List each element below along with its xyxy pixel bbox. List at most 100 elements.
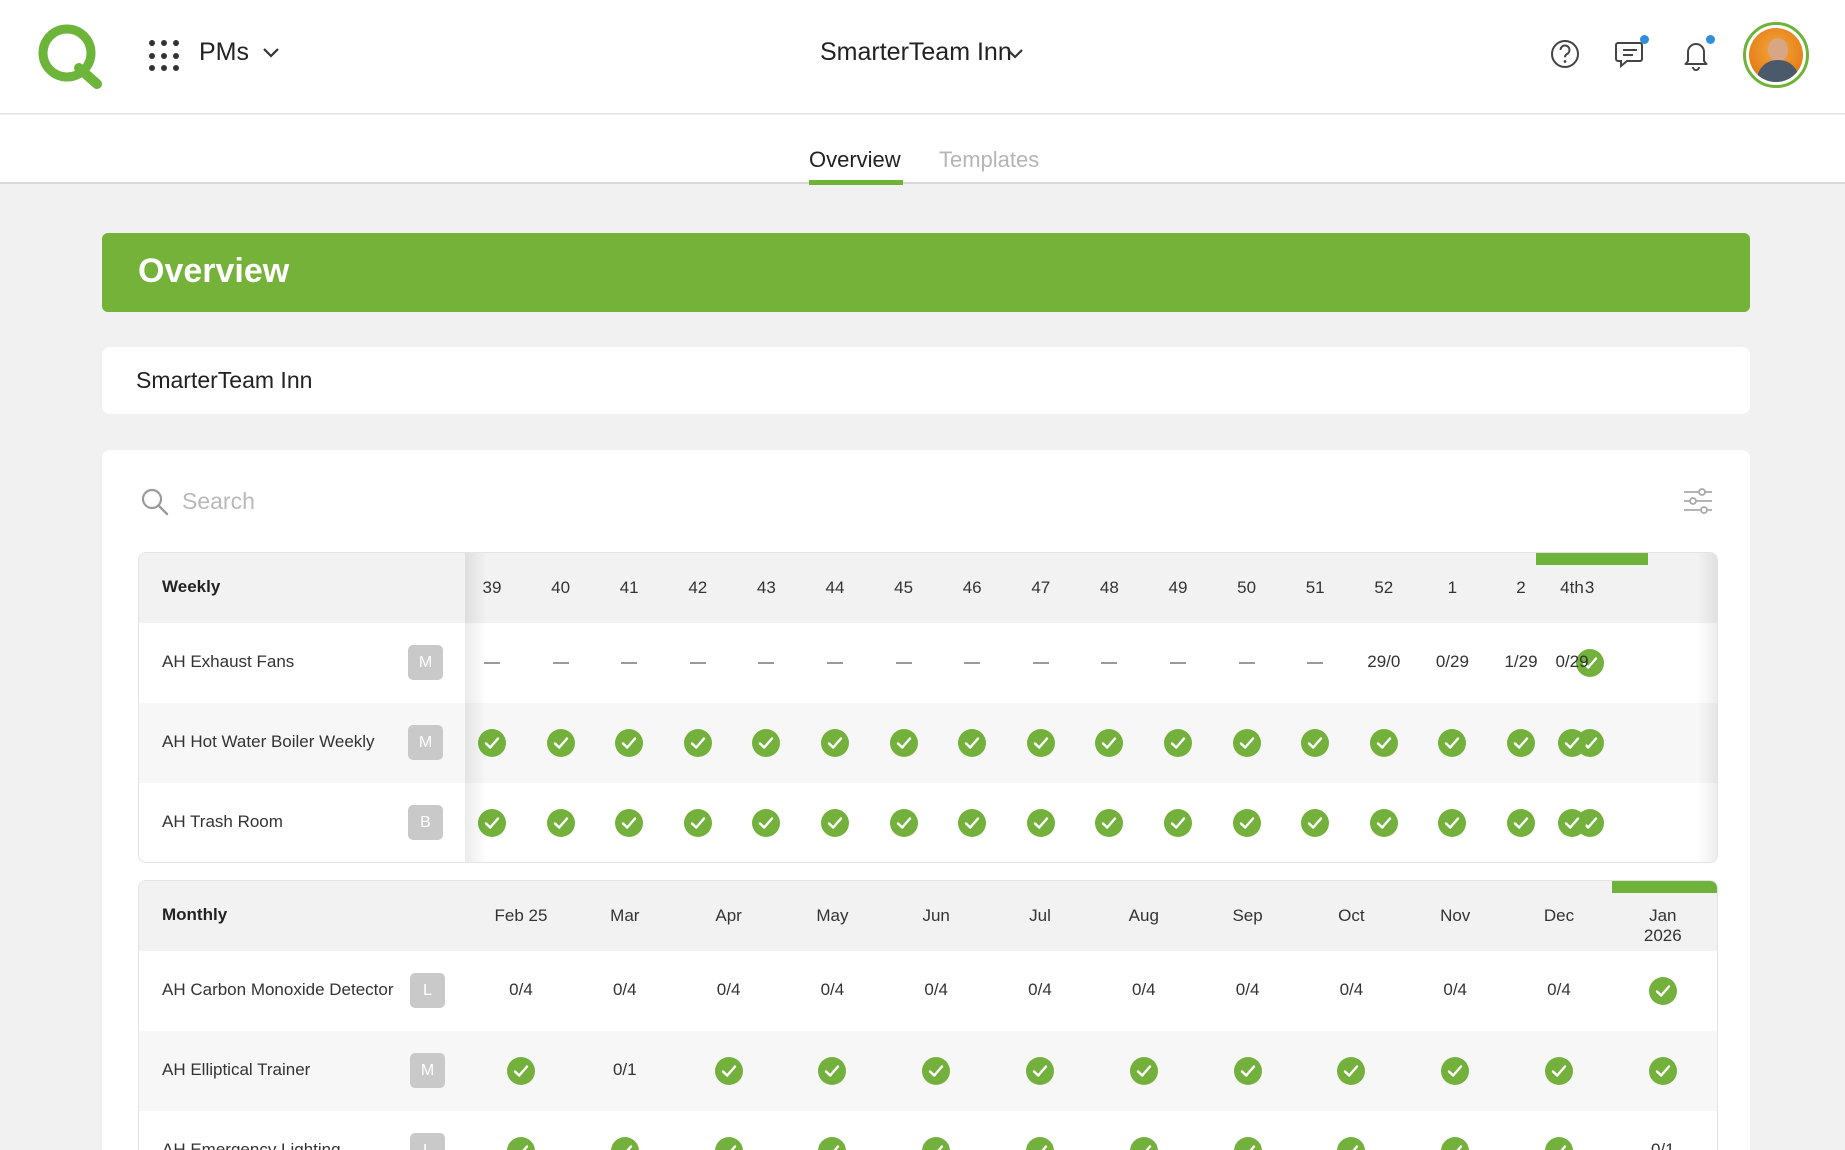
check-icon[interactable] [1545,1137,1573,1150]
check-icon[interactable] [1369,729,1398,757]
tab-templates[interactable]: Templates [939,147,1040,172]
completion-count[interactable]: 0/4 [716,980,741,999]
check-icon[interactable] [1164,729,1192,757]
check-icon[interactable] [615,809,644,837]
check-icon[interactable] [1575,649,1604,677]
check-icon[interactable] [1026,729,1055,757]
check-icon[interactable] [478,809,506,837]
check-icon[interactable] [818,1137,847,1150]
module-switcher[interactable]: PMs [199,38,249,66]
check-icon[interactable] [922,1057,951,1085]
chat-icon[interactable] [1613,35,1649,72]
bell-icon[interactable] [1679,35,1715,72]
table-row[interactable]: AH Emergency Lighting L 0/1 [139,1111,1717,1150]
chevron-down-icon[interactable] [262,47,280,59]
property-selector[interactable]: SmarterTeam Inn [820,38,1012,66]
check-icon[interactable] [1441,1057,1470,1085]
table-row[interactable]: AH Exhaust Fans M 29/0 0/29 1/29 0/29 [139,623,1717,703]
completion-count[interactable]: 0/4 [1235,980,1260,999]
completion-count[interactable]: 0/4 [1339,980,1364,999]
completion-count[interactable]: 0/4 [612,980,637,999]
avatar[interactable] [1743,22,1809,88]
check-icon[interactable] [546,729,575,757]
pm-task-name[interactable]: AH Carbon Monoxide Detector [162,980,394,999]
check-icon[interactable] [1648,977,1677,1005]
check-icon[interactable] [958,809,987,837]
check-icon[interactable] [1558,729,1586,757]
completion-count[interactable]: 0/29 [1435,652,1469,671]
table-row[interactable]: AH Carbon Monoxide Detector L 0/4 0/4 0/4 0/4… [139,951,1717,1031]
check-icon[interactable] [507,1057,535,1085]
completion-count[interactable]: 29/0 [1367,652,1401,671]
check-icon[interactable] [610,1137,639,1150]
check-icon[interactable] [818,1057,847,1085]
help-icon[interactable] [1548,36,1582,72]
check-icon[interactable] [1438,809,1467,837]
completion-count[interactable]: 0/4 [1131,980,1156,999]
check-icon[interactable] [752,729,781,757]
completion-count[interactable]: 1/29 [1504,652,1538,671]
check-icon[interactable] [1507,729,1535,757]
table-row[interactable]: AH Elliptical Trainer M 0/1 [139,1031,1717,1111]
check-icon[interactable] [507,1137,535,1150]
check-icon[interactable] [714,1057,743,1085]
check-icon[interactable] [1026,809,1055,837]
apps-grid-icon[interactable] [149,40,181,72]
completion-count[interactable]: 0/4 [1443,980,1467,999]
tab-overview[interactable]: Overview [809,147,901,172]
check-icon[interactable] [1337,1137,1366,1150]
check-icon[interactable] [1369,809,1398,837]
check-icon[interactable] [922,1137,951,1150]
check-icon[interactable] [1095,809,1124,837]
check-icon[interactable] [1232,809,1261,837]
chevron-down-icon[interactable] [1006,48,1024,60]
completion-count[interactable]: 0/1 [612,1060,637,1079]
check-icon[interactable] [1026,1057,1054,1085]
check-icon[interactable] [889,809,918,837]
filter-settings-icon[interactable] [1682,486,1714,516]
pm-task-name[interactable]: AH Emergency Lighting [162,1140,341,1150]
check-icon[interactable] [1301,809,1330,837]
check-icon[interactable] [1095,729,1124,757]
check-icon[interactable] [1545,1057,1573,1085]
check-icon[interactable] [1301,729,1330,757]
table-row[interactable]: AH Hot Water Boiler Weekly M [139,703,1717,783]
check-icon[interactable] [1232,729,1261,757]
check-icon[interactable] [1337,1057,1366,1085]
check-icon[interactable] [478,729,506,757]
pm-task-name[interactable]: AH Exhaust Fans [162,652,295,671]
pm-task-name[interactable]: AH Elliptical Trainer [162,1060,311,1079]
search-input[interactable] [182,480,882,522]
check-icon[interactable] [1129,1057,1158,1085]
completion-count[interactable]: 0/4 [924,980,948,999]
check-icon[interactable] [1507,809,1535,837]
completion-count[interactable]: 0/29 [1555,652,1589,671]
check-icon[interactable] [821,809,849,837]
check-icon[interactable] [1441,1137,1470,1150]
table-row[interactable]: AH Trash Room B [139,783,1717,862]
check-icon[interactable] [821,729,849,757]
check-icon[interactable] [1438,729,1467,757]
check-icon[interactable] [1233,1057,1262,1085]
pm-task-name[interactable]: AH Trash Room [162,812,283,831]
completion-count[interactable]: 0/4 [820,980,845,999]
completion-count[interactable]: 0/1 [1650,1140,1675,1150]
check-icon[interactable] [752,809,781,837]
check-icon[interactable] [714,1137,743,1150]
check-icon[interactable] [1164,809,1192,837]
check-icon[interactable] [1558,809,1586,837]
check-icon[interactable] [958,729,987,757]
check-icon[interactable] [1233,1137,1262,1150]
check-icon[interactable] [546,809,575,837]
check-icon[interactable] [683,729,712,757]
completion-count[interactable]: 0/4 [1547,980,1571,999]
check-icon[interactable] [1129,1137,1158,1150]
completion-count[interactable]: 0/4 [509,980,533,999]
check-icon[interactable] [889,729,918,757]
check-icon[interactable] [615,729,644,757]
check-icon[interactable] [1026,1137,1054,1150]
check-icon[interactable] [1648,1057,1677,1085]
check-icon[interactable] [683,809,712,837]
logo-icon[interactable] [33,20,105,90]
completion-count[interactable]: 0/4 [1028,980,1052,999]
